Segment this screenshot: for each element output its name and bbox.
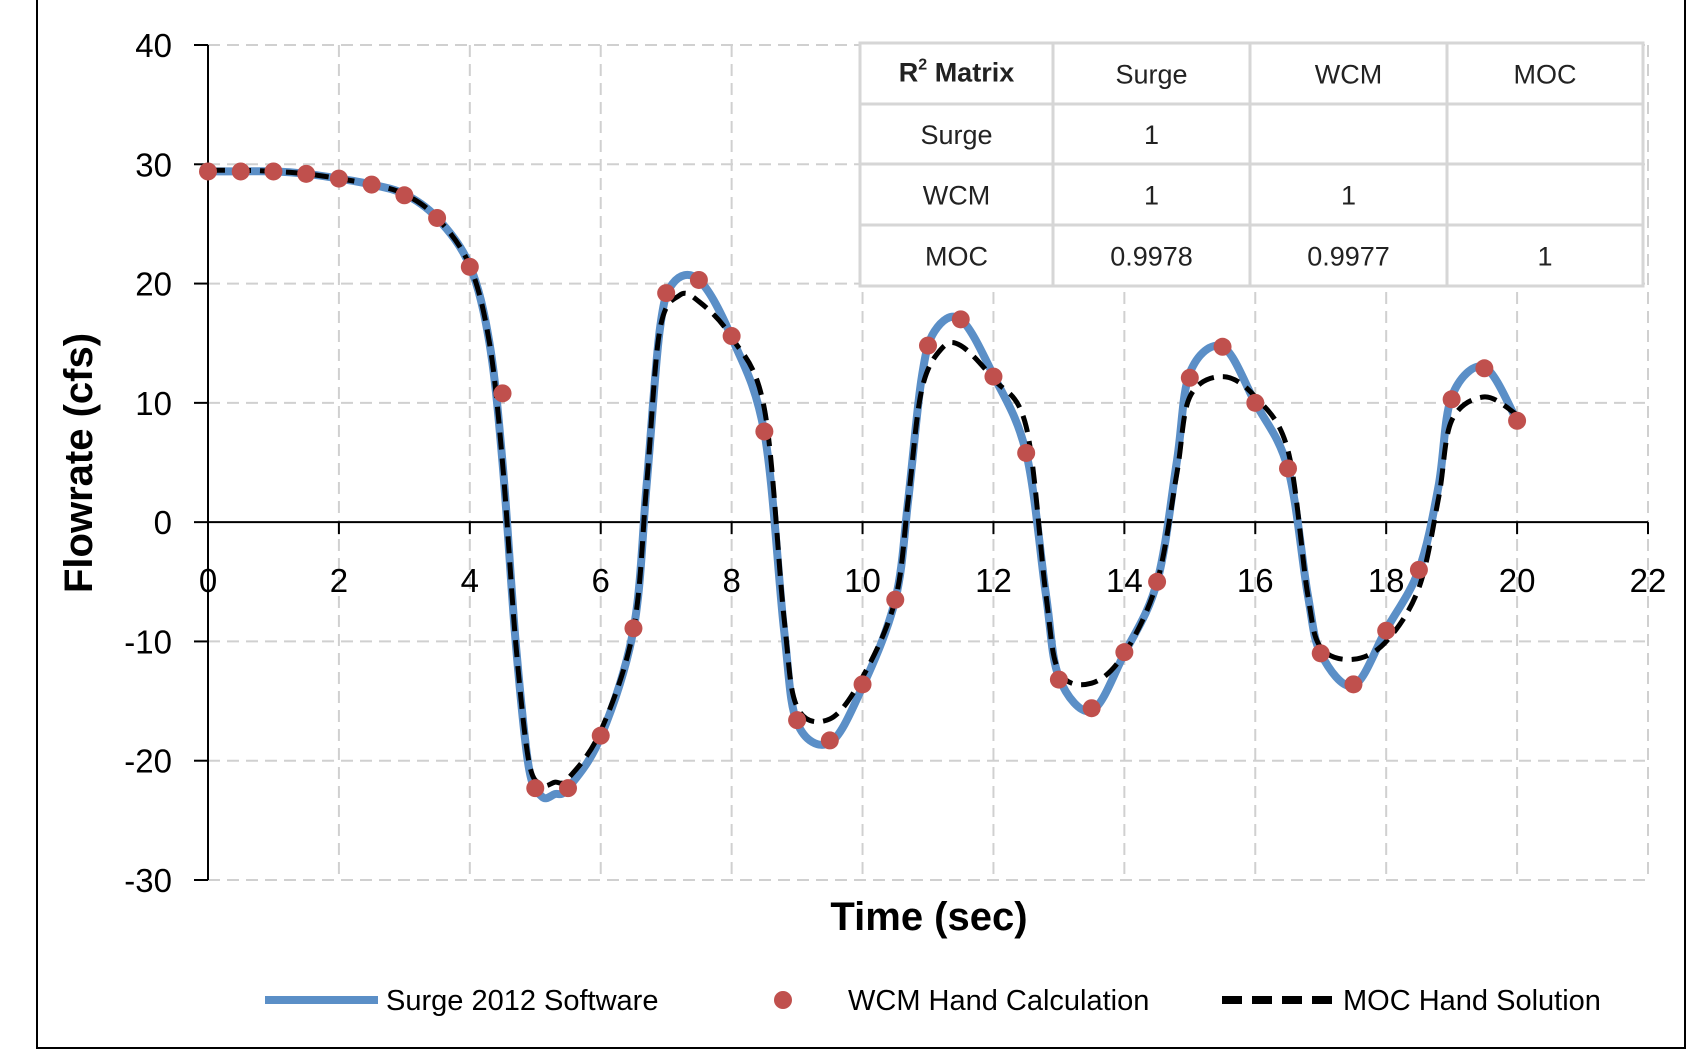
legend-swatch-wcm-hand-calculation xyxy=(774,991,792,1009)
data-point-wcm-hand-calculation xyxy=(559,779,577,798)
y-axis-title: Flowrate (cfs) xyxy=(57,333,101,593)
table-row-label: Surge xyxy=(920,120,992,150)
x-tick-label: 22 xyxy=(1630,562,1667,599)
data-point-wcm-hand-calculation xyxy=(788,711,807,730)
legend: Surge 2012 Software WCM Hand Calculation M… xyxy=(265,985,1601,1017)
x-tick-label: 18 xyxy=(1368,562,1405,599)
y-tick-label: -30 xyxy=(124,862,172,899)
legend-label-surge-2012-software: Surge 2012 Software xyxy=(386,985,658,1017)
data-point-wcm-hand-calculation xyxy=(395,186,414,205)
data-point-wcm-hand-calculation xyxy=(624,619,643,638)
data-point-wcm-hand-calculation xyxy=(755,422,774,441)
x-tick-label: 8 xyxy=(722,562,740,599)
table-cell-value: 1 xyxy=(1144,181,1159,211)
data-point-wcm-hand-calculation xyxy=(1017,443,1036,462)
y-tick-label: 40 xyxy=(135,27,172,64)
data-point-wcm-hand-calculation xyxy=(1311,644,1330,663)
table-row-label: WCM xyxy=(923,181,990,211)
y-tick-label: -20 xyxy=(124,743,172,780)
data-point-wcm-hand-calculation xyxy=(1377,621,1396,640)
data-point-wcm-hand-calculation xyxy=(460,257,479,276)
data-point-wcm-hand-calculation xyxy=(297,164,316,183)
table-row-label: MOC xyxy=(925,242,988,272)
data-point-wcm-hand-calculation xyxy=(1082,699,1101,718)
table-cell-value: 1 xyxy=(1341,181,1356,211)
data-point-wcm-hand-calculation xyxy=(820,731,839,750)
data-point-wcm-hand-calculation xyxy=(951,310,970,329)
data-point-wcm-hand-calculation xyxy=(1115,643,1134,662)
data-point-wcm-hand-calculation xyxy=(264,162,283,181)
x-tick-label: 14 xyxy=(1106,562,1143,599)
data-point-wcm-hand-calculation xyxy=(1180,368,1199,387)
data-point-wcm-hand-calculation xyxy=(722,327,741,346)
data-point-wcm-hand-calculation xyxy=(428,208,447,227)
legend-label-moc-hand-solution: MOC Hand Solution xyxy=(1343,985,1601,1017)
table-cell-value: 1 xyxy=(1537,242,1552,272)
x-tick-label: 0 xyxy=(199,562,217,599)
table-cell-value: 0.9978 xyxy=(1110,242,1193,272)
x-tick-label: 12 xyxy=(975,562,1012,599)
data-point-wcm-hand-calculation xyxy=(689,270,708,289)
data-point-wcm-hand-calculation xyxy=(1409,560,1428,579)
data-point-wcm-hand-calculation xyxy=(1508,411,1527,430)
x-tick-label: 4 xyxy=(461,562,479,599)
data-point-wcm-hand-calculation xyxy=(1246,393,1265,412)
data-point-wcm-hand-calculation xyxy=(1049,670,1068,689)
data-point-wcm-hand-calculation xyxy=(919,336,937,355)
data-point-wcm-hand-calculation xyxy=(657,284,676,303)
x-tick-label: 20 xyxy=(1499,562,1536,599)
data-point-wcm-hand-calculation xyxy=(1344,675,1363,694)
series-layer xyxy=(199,162,1527,803)
r2-matrix-table: R2 Matrix Surge WCM MOC Surge 1 WCM 1 1 MOC 0.9978… xyxy=(858,41,1645,288)
data-point-wcm-hand-calculation xyxy=(199,162,217,181)
data-point-wcm-hand-calculation xyxy=(1279,459,1297,478)
data-point-wcm-hand-calculation xyxy=(853,675,872,694)
table-cell-value: 1 xyxy=(1144,120,1159,150)
table-cell-value: 0.9977 xyxy=(1307,242,1390,272)
data-point-wcm-hand-calculation xyxy=(493,384,512,403)
data-point-wcm-hand-calculation xyxy=(1213,337,1232,356)
series-line-moc-hand-solution xyxy=(207,167,1519,789)
data-point-wcm-hand-calculation xyxy=(329,169,348,188)
data-point-wcm-hand-calculation xyxy=(362,175,381,194)
data-point-wcm-hand-calculation xyxy=(1148,572,1167,591)
table-header-cell: WCM xyxy=(1315,60,1382,90)
data-point-wcm-hand-calculation xyxy=(1475,359,1494,378)
x-tick-label: 2 xyxy=(330,562,348,599)
table-header-cell: MOC xyxy=(1514,60,1577,90)
data-point-wcm-hand-calculation xyxy=(886,590,905,609)
y-tick-label: -10 xyxy=(124,623,172,660)
y-tick-label: 30 xyxy=(135,146,172,183)
x-tick-label: 10 xyxy=(844,562,881,599)
table-header-cell: Surge xyxy=(1115,60,1187,90)
axes: -30 -20 -10 0 10 20 30 40 0 2 4 6 8 10 12 14 16 18 20 22 xyxy=(124,27,1666,899)
y-tick-label: 10 xyxy=(135,385,172,422)
data-point-wcm-hand-calculation xyxy=(984,367,1003,386)
data-point-wcm-hand-calculation xyxy=(1442,390,1461,409)
data-point-wcm-hand-calculation xyxy=(591,726,610,745)
y-tick-label: 20 xyxy=(135,266,172,303)
x-tick-label: 16 xyxy=(1237,562,1274,599)
y-tick-label: 0 xyxy=(154,504,172,541)
legend-label-wcm-hand-calculation: WCM Hand Calculation xyxy=(848,985,1149,1017)
data-point-wcm-hand-calculation xyxy=(526,779,545,798)
data-point-wcm-hand-calculation xyxy=(231,162,250,181)
x-tick-label: 6 xyxy=(592,562,610,599)
x-axis-title: Time (sec) xyxy=(830,895,1027,939)
table-header-r2-matrix: R2 Matrix xyxy=(899,57,1014,88)
